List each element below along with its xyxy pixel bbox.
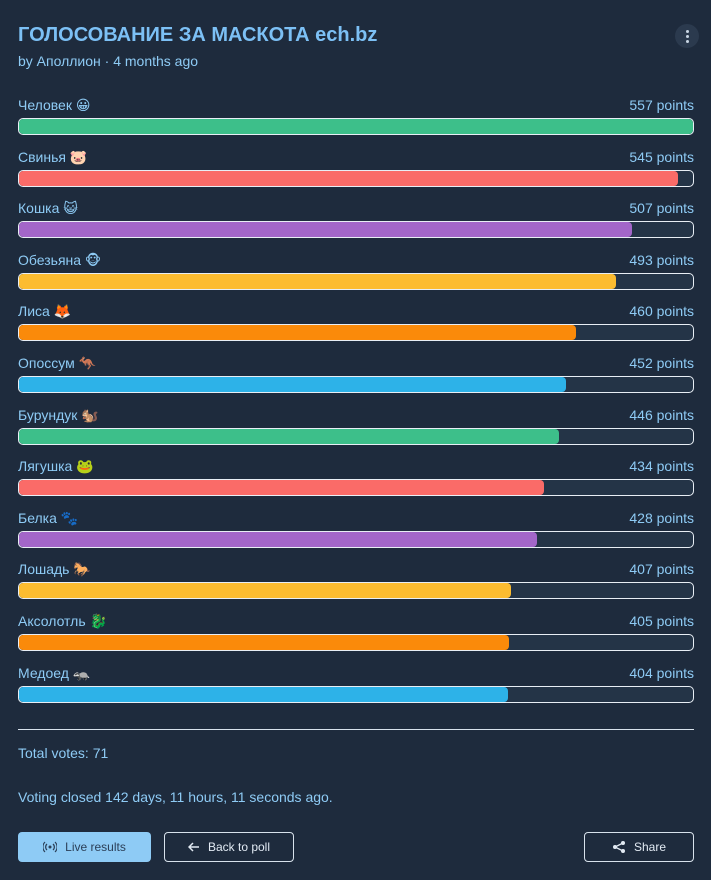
option-points: 434 points: [629, 458, 694, 475]
progress-track: [18, 272, 694, 290]
option-label: Лошадь 🐎: [18, 561, 91, 578]
live-icon: [43, 841, 58, 853]
progress-track: [18, 479, 694, 497]
progress-bar: [19, 583, 512, 599]
option-label: Лягушка 🐸: [18, 458, 94, 475]
button-label: Live results: [65, 840, 126, 854]
option-points: 557 points: [629, 97, 694, 113]
option-label: Лиса 🦊: [18, 303, 72, 320]
progress-bar: [19, 119, 693, 134]
option-points: 507 points: [629, 200, 694, 217]
option-label: Свинья 🐷: [18, 148, 88, 165]
option-label: Кошка 😺: [18, 200, 78, 217]
option-points: 452 points: [629, 355, 694, 371]
progress-bar: [19, 428, 559, 444]
progress-bar: [19, 273, 616, 289]
progress-bar: [19, 480, 545, 496]
option-points: 428 points: [629, 509, 694, 526]
button-label: Share: [633, 840, 667, 854]
live-results-button[interactable]: Live results: [18, 832, 151, 862]
progress-bar: [19, 531, 537, 547]
progress-bar: [19, 377, 566, 392]
progress-track: [18, 634, 694, 651]
progress-track: [18, 324, 694, 342]
progress-track: [18, 427, 694, 445]
share-icon: [612, 841, 625, 853]
option-label: Опоссум 🦘: [18, 355, 97, 371]
option-label: Человек 😀: [18, 97, 91, 113]
progress-track: [18, 685, 694, 703]
byline: by Аполлион · 4 months ago: [18, 53, 199, 69]
option-label: Белка 🐾: [18, 509, 79, 526]
share-button[interactable]: Share: [584, 832, 694, 862]
progress-track: [18, 530, 694, 548]
back-button[interactable]: Back to poll: [164, 832, 294, 862]
option-label: Медоед 🦡: [18, 664, 91, 681]
menu-button[interactable]: [675, 24, 699, 48]
progress-bar: [19, 170, 679, 186]
progress-bar: [19, 325, 576, 341]
progress-track: [18, 582, 694, 600]
progress-bar: [19, 635, 510, 650]
progress-track: [18, 376, 694, 393]
back-icon: [187, 842, 199, 852]
progress-bar: [19, 222, 633, 238]
poll-title: ГОЛОСОВАНИЕ ЗА МАСКОТА ech.bz: [18, 24, 378, 46]
option-label: Обезьяна 🐵: [18, 251, 102, 268]
option-points: 407 points: [629, 561, 694, 578]
option-points: 460 points: [629, 303, 694, 320]
option-points: 545 points: [629, 148, 694, 165]
button-label: Back to poll: [207, 840, 271, 854]
progress-bar: [19, 686, 508, 702]
progress-track: [18, 169, 694, 187]
option-points: 404 points: [629, 664, 694, 681]
option-points: 493 points: [629, 251, 694, 268]
option-label: Аксолотль 🐉: [18, 613, 107, 629]
progress-track: [18, 118, 694, 135]
closed-note: Voting closed 142 days, 11 hours, 11 sec…: [18, 789, 333, 805]
total-votes: Total votes: 71: [18, 745, 109, 761]
divider: [18, 729, 694, 730]
option-points: 446 points: [629, 406, 694, 423]
option-points: 405 points: [629, 613, 694, 629]
option-label: Бурундук 🐿️: [18, 406, 99, 423]
progress-track: [18, 221, 694, 239]
